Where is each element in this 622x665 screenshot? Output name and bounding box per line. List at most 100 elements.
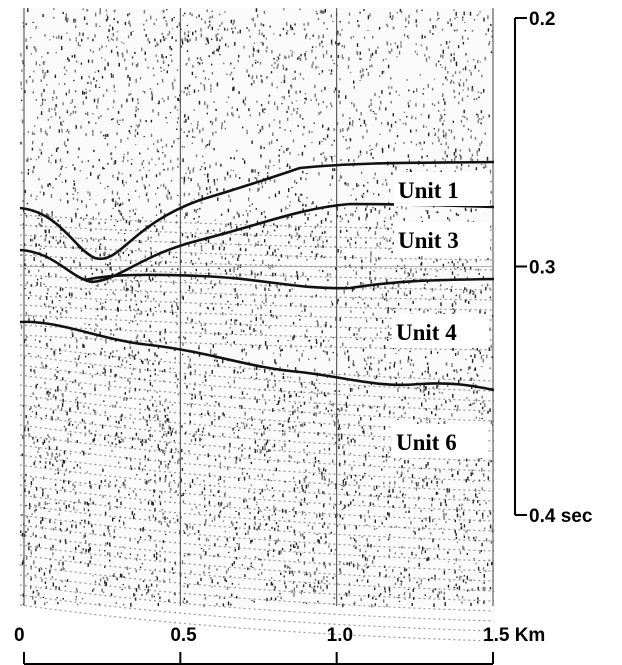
noise-dot (231, 20, 232, 24)
noise-dot (26, 80, 27, 84)
noise-dot (174, 594, 175, 595)
noise-dot (455, 156, 456, 158)
noise-dot (36, 397, 37, 400)
noise-dot (420, 583, 421, 584)
noise-dot (419, 142, 420, 144)
noise-dot (177, 69, 178, 71)
noise-dot (28, 172, 29, 175)
noise-dot (193, 388, 194, 390)
noise-dot (216, 568, 217, 570)
noise-dot (359, 549, 360, 552)
noise-dot (408, 356, 409, 360)
noise-dot (262, 446, 263, 450)
noise-dot (153, 313, 154, 316)
noise-dot (28, 546, 29, 550)
noise-dot (395, 377, 396, 379)
noise-dot (316, 534, 317, 535)
noise-dot (364, 303, 365, 305)
noise-dot (67, 57, 68, 60)
noise-dot (242, 444, 243, 446)
noise-dot (102, 425, 103, 429)
noise-dot (47, 355, 48, 356)
noise-dot (313, 384, 314, 386)
noise-dot (32, 596, 33, 600)
noise-dot (33, 478, 34, 481)
noise-dot (334, 63, 335, 64)
noise-dot (26, 336, 27, 337)
noise-dot (70, 113, 71, 115)
noise-dot (83, 218, 84, 221)
noise-dot (216, 360, 217, 362)
noise-dot (45, 461, 46, 464)
noise-dot (432, 497, 433, 501)
noise-dot (472, 30, 473, 32)
noise-dot (166, 444, 167, 445)
noise-dot (114, 381, 115, 382)
noise-dot (378, 302, 379, 306)
noise-dot (472, 290, 473, 291)
noise-dot (383, 482, 384, 484)
noise-dot (186, 93, 187, 96)
noise-dot (224, 492, 225, 495)
noise-dot (234, 561, 235, 564)
noise-dot (382, 183, 383, 185)
noise-dot (364, 120, 365, 124)
noise-dot (237, 423, 238, 425)
noise-dot (239, 405, 240, 407)
noise-dot (405, 599, 406, 600)
noise-dot (408, 154, 409, 157)
noise-dot (420, 419, 421, 422)
noise-dot (139, 412, 140, 414)
noise-dot (300, 194, 301, 196)
noise-dot (311, 587, 312, 588)
noise-dot (379, 373, 380, 374)
noise-dot (62, 464, 63, 467)
noise-dot (122, 439, 123, 442)
noise-dot (388, 325, 389, 327)
noise-dot (301, 592, 302, 595)
noise-dot (344, 472, 345, 474)
noise-dot (142, 528, 143, 532)
noise-dot (367, 182, 368, 183)
noise-dot (440, 284, 441, 287)
noise-dot (192, 526, 193, 530)
noise-dot (156, 556, 157, 560)
noise-dot (396, 496, 397, 499)
noise-dot (427, 371, 428, 374)
noise-dot (219, 54, 220, 55)
noise-dot (362, 580, 363, 582)
noise-dot (137, 63, 138, 67)
noise-dot (253, 260, 254, 261)
noise-dot (173, 256, 174, 258)
noise-dot (431, 411, 432, 414)
noise-dot (367, 567, 368, 569)
noise-dot (135, 115, 136, 117)
noise-dot (151, 134, 152, 137)
noise-dot (189, 94, 190, 96)
noise-dot (264, 454, 265, 457)
noise-dot (162, 33, 163, 35)
noise-dot (32, 141, 33, 144)
noise-dot (412, 273, 413, 277)
noise-dot (319, 73, 320, 75)
noise-dot (454, 158, 455, 161)
noise-dot (267, 507, 268, 509)
noise-dot (276, 139, 277, 141)
noise-dot (467, 553, 468, 555)
noise-dot (320, 153, 321, 155)
noise-dot (197, 582, 198, 585)
noise-dot (437, 385, 438, 386)
noise-dot (117, 192, 118, 196)
noise-dot (424, 36, 425, 38)
noise-dot (238, 213, 239, 215)
noise-dot (477, 500, 478, 503)
noise-dot (284, 96, 285, 100)
noise-dot (92, 273, 93, 275)
noise-dot (475, 367, 476, 370)
noise-dot (451, 23, 452, 26)
noise-dot (270, 26, 271, 28)
noise-dot (263, 24, 264, 26)
noise-dot (370, 149, 371, 151)
noise-dot (100, 183, 101, 185)
noise-dot (461, 164, 462, 166)
